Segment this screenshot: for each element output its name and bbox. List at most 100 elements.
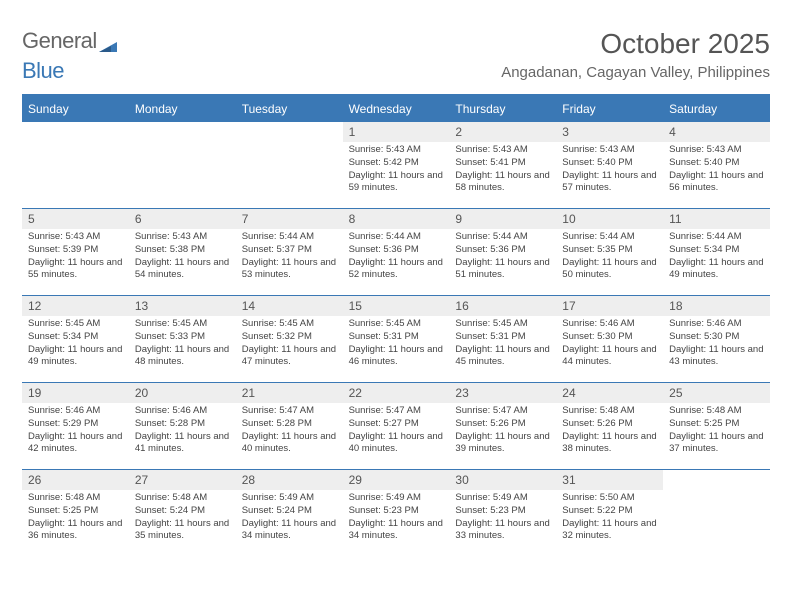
weeks-container: 1Sunrise: 5:43 AMSunset: 5:42 PMDaylight… (22, 122, 770, 556)
day-details: Sunrise: 5:48 AMSunset: 5:24 PMDaylight:… (129, 490, 236, 545)
week-row: 26Sunrise: 5:48 AMSunset: 5:25 PMDayligh… (22, 469, 770, 556)
day-cell: 26Sunrise: 5:48 AMSunset: 5:25 PMDayligh… (22, 470, 129, 556)
day-number: 26 (22, 470, 129, 490)
sunrise-text: Sunrise: 5:43 AM (349, 144, 444, 157)
day-number: 9 (449, 209, 556, 229)
day-cell: 13Sunrise: 5:45 AMSunset: 5:33 PMDayligh… (129, 296, 236, 382)
day-cell: 20Sunrise: 5:46 AMSunset: 5:28 PMDayligh… (129, 383, 236, 469)
daylight-text: Daylight: 11 hours and 34 minutes. (242, 518, 337, 544)
day-details: Sunrise: 5:47 AMSunset: 5:26 PMDaylight:… (449, 403, 556, 458)
sunset-text: Sunset: 5:30 PM (669, 331, 764, 344)
day-cell: 7Sunrise: 5:44 AMSunset: 5:37 PMDaylight… (236, 209, 343, 295)
dayhead-fri: Friday (556, 96, 663, 122)
sunset-text: Sunset: 5:24 PM (135, 505, 230, 518)
week-row: 12Sunrise: 5:45 AMSunset: 5:34 PMDayligh… (22, 295, 770, 382)
sunset-text: Sunset: 5:41 PM (455, 157, 550, 170)
day-details: Sunrise: 5:45 AMSunset: 5:32 PMDaylight:… (236, 316, 343, 371)
day-cell: 31Sunrise: 5:50 AMSunset: 5:22 PMDayligh… (556, 470, 663, 556)
sunrise-text: Sunrise: 5:46 AM (28, 405, 123, 418)
dayhead-sun: Sunday (22, 96, 129, 122)
daylight-text: Daylight: 11 hours and 56 minutes. (669, 170, 764, 196)
day-cell: 6Sunrise: 5:43 AMSunset: 5:38 PMDaylight… (129, 209, 236, 295)
logo-part2: Blue (22, 58, 64, 83)
day-number: 8 (343, 209, 450, 229)
day-number: 28 (236, 470, 343, 490)
sunrise-text: Sunrise: 5:48 AM (562, 405, 657, 418)
sunset-text: Sunset: 5:23 PM (455, 505, 550, 518)
sunrise-text: Sunrise: 5:45 AM (455, 318, 550, 331)
day-details: Sunrise: 5:47 AMSunset: 5:27 PMDaylight:… (343, 403, 450, 458)
sunrise-text: Sunrise: 5:45 AM (349, 318, 444, 331)
sunrise-text: Sunrise: 5:46 AM (669, 318, 764, 331)
day-number (236, 122, 343, 128)
day-number: 18 (663, 296, 770, 316)
day-number: 4 (663, 122, 770, 142)
sunrise-text: Sunrise: 5:43 AM (562, 144, 657, 157)
sunrise-text: Sunrise: 5:43 AM (135, 231, 230, 244)
day-number: 29 (343, 470, 450, 490)
day-number: 30 (449, 470, 556, 490)
day-cell: 27Sunrise: 5:48 AMSunset: 5:24 PMDayligh… (129, 470, 236, 556)
day-cell: 11Sunrise: 5:44 AMSunset: 5:34 PMDayligh… (663, 209, 770, 295)
daylight-text: Daylight: 11 hours and 44 minutes. (562, 344, 657, 370)
daylight-text: Daylight: 11 hours and 58 minutes. (455, 170, 550, 196)
day-cell: 2Sunrise: 5:43 AMSunset: 5:41 PMDaylight… (449, 122, 556, 208)
sunset-text: Sunset: 5:34 PM (28, 331, 123, 344)
sunrise-text: Sunrise: 5:43 AM (455, 144, 550, 157)
day-cell-empty (22, 122, 129, 208)
day-cell: 29Sunrise: 5:49 AMSunset: 5:23 PMDayligh… (343, 470, 450, 556)
daylight-text: Daylight: 11 hours and 39 minutes. (455, 431, 550, 457)
sunrise-text: Sunrise: 5:45 AM (242, 318, 337, 331)
daylight-text: Daylight: 11 hours and 34 minutes. (349, 518, 444, 544)
day-number: 10 (556, 209, 663, 229)
logo-triangle-icon (99, 32, 117, 58)
daylight-text: Daylight: 11 hours and 51 minutes. (455, 257, 550, 283)
day-number (22, 122, 129, 128)
day-details: Sunrise: 5:48 AMSunset: 5:26 PMDaylight:… (556, 403, 663, 458)
sunrise-text: Sunrise: 5:48 AM (28, 492, 123, 505)
daylight-text: Daylight: 11 hours and 37 minutes. (669, 431, 764, 457)
day-details: Sunrise: 5:46 AMSunset: 5:28 PMDaylight:… (129, 403, 236, 458)
sunrise-text: Sunrise: 5:43 AM (669, 144, 764, 157)
day-number: 20 (129, 383, 236, 403)
sunset-text: Sunset: 5:32 PM (242, 331, 337, 344)
daylight-text: Daylight: 11 hours and 33 minutes. (455, 518, 550, 544)
sunset-text: Sunset: 5:36 PM (455, 244, 550, 257)
day-cell: 8Sunrise: 5:44 AMSunset: 5:36 PMDaylight… (343, 209, 450, 295)
day-cell-empty (129, 122, 236, 208)
daylight-text: Daylight: 11 hours and 59 minutes. (349, 170, 444, 196)
day-details: Sunrise: 5:43 AMSunset: 5:40 PMDaylight:… (663, 142, 770, 197)
day-cell: 28Sunrise: 5:49 AMSunset: 5:24 PMDayligh… (236, 470, 343, 556)
day-cell: 18Sunrise: 5:46 AMSunset: 5:30 PMDayligh… (663, 296, 770, 382)
daylight-text: Daylight: 11 hours and 48 minutes. (135, 344, 230, 370)
sunset-text: Sunset: 5:33 PM (135, 331, 230, 344)
day-details: Sunrise: 5:44 AMSunset: 5:35 PMDaylight:… (556, 229, 663, 284)
sunrise-text: Sunrise: 5:48 AM (669, 405, 764, 418)
day-details: Sunrise: 5:44 AMSunset: 5:36 PMDaylight:… (343, 229, 450, 284)
day-number: 25 (663, 383, 770, 403)
sunset-text: Sunset: 5:22 PM (562, 505, 657, 518)
sunrise-text: Sunrise: 5:44 AM (455, 231, 550, 244)
daylight-text: Daylight: 11 hours and 32 minutes. (562, 518, 657, 544)
sunrise-text: Sunrise: 5:48 AM (135, 492, 230, 505)
week-row: 5Sunrise: 5:43 AMSunset: 5:39 PMDaylight… (22, 208, 770, 295)
day-details: Sunrise: 5:48 AMSunset: 5:25 PMDaylight:… (663, 403, 770, 458)
sunset-text: Sunset: 5:40 PM (562, 157, 657, 170)
day-details: Sunrise: 5:46 AMSunset: 5:30 PMDaylight:… (556, 316, 663, 371)
day-number: 22 (343, 383, 450, 403)
day-number: 17 (556, 296, 663, 316)
day-details: Sunrise: 5:50 AMSunset: 5:22 PMDaylight:… (556, 490, 663, 545)
daylight-text: Daylight: 11 hours and 41 minutes. (135, 431, 230, 457)
day-cell: 21Sunrise: 5:47 AMSunset: 5:28 PMDayligh… (236, 383, 343, 469)
daylight-text: Daylight: 11 hours and 45 minutes. (455, 344, 550, 370)
day-number: 3 (556, 122, 663, 142)
daylight-text: Daylight: 11 hours and 55 minutes. (28, 257, 123, 283)
day-cell: 16Sunrise: 5:45 AMSunset: 5:31 PMDayligh… (449, 296, 556, 382)
daylight-text: Daylight: 11 hours and 40 minutes. (349, 431, 444, 457)
day-cell-empty (663, 470, 770, 556)
day-details: Sunrise: 5:45 AMSunset: 5:33 PMDaylight:… (129, 316, 236, 371)
dayhead-tue: Tuesday (236, 96, 343, 122)
sunset-text: Sunset: 5:36 PM (349, 244, 444, 257)
sunrise-text: Sunrise: 5:49 AM (242, 492, 337, 505)
week-row: 19Sunrise: 5:46 AMSunset: 5:29 PMDayligh… (22, 382, 770, 469)
